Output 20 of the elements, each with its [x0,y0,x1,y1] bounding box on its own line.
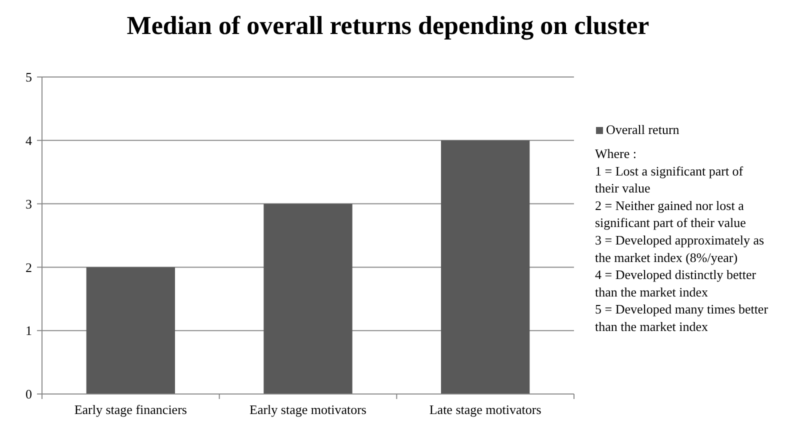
bar [86,267,175,394]
y-tick-label: 5 [26,70,32,85]
y-tick-label: 0 [26,386,32,402]
y-tick-label: 1 [26,323,32,338]
text: 1 = Lost a significant part of their value [595,163,744,196]
chart-title: Median of overall returns depending on cluster [126,11,650,40]
text: 3 = Developed approximately as the market index (8%/year) [595,232,764,265]
y-tick-label: 3 [26,196,32,212]
legend-label: Overall return [606,122,680,137]
x-tick-label: Late stage motivators [429,402,542,417]
text: 4 = Developed distinctly better than the market index [595,267,757,300]
text: 2 = Neither gained nor lost a significant part of their value [595,198,746,230]
y-tick-label: 4 [26,132,32,148]
bar [264,204,352,394]
x-tick-label: Early stage motivators [250,402,366,417]
text: Where : [595,146,637,161]
y-tick-label: 2 [26,260,32,275]
x-tick-label: Early stage financiers [74,402,187,417]
text: 5 = Developed many times better than the market index [595,302,769,334]
bar [441,140,530,394]
